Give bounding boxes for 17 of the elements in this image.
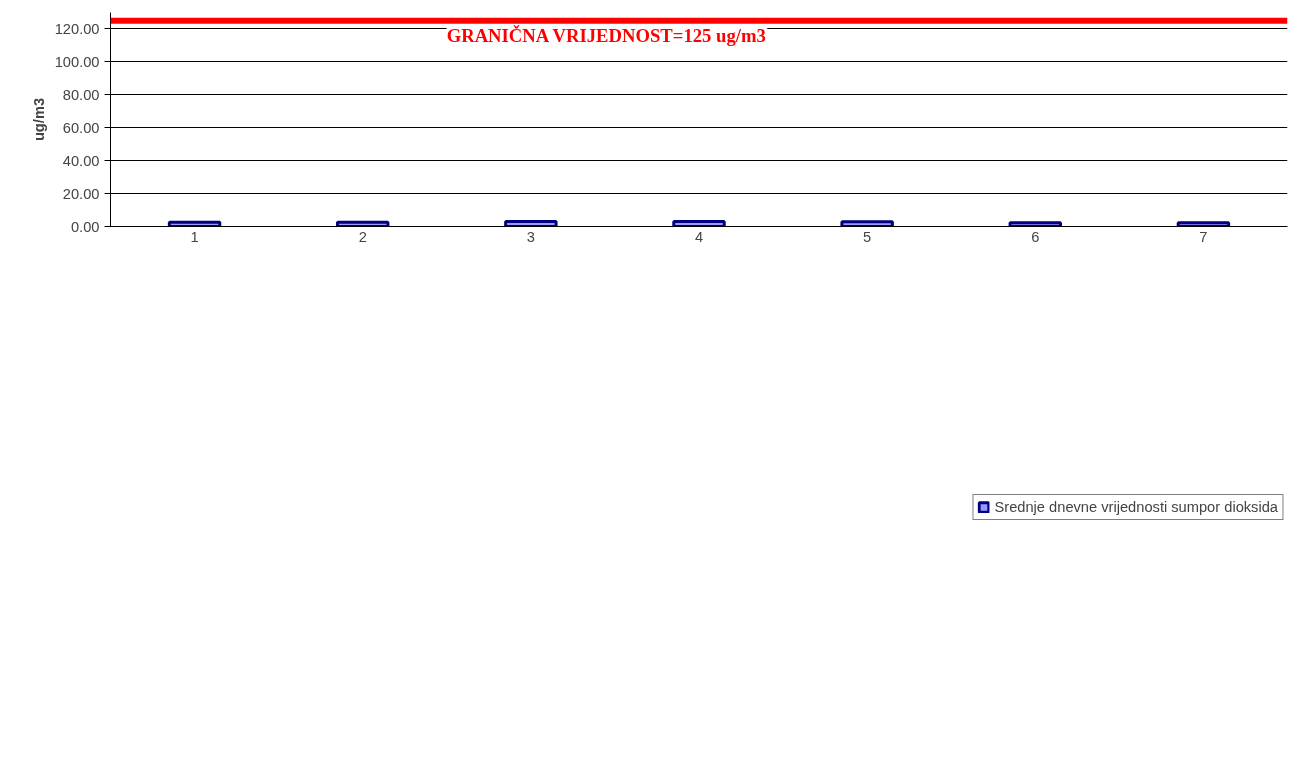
- x-tick-label: 6: [1031, 228, 1040, 245]
- ref-line-label: GRANIČNA VRIJEDNOST=125 ug/m3: [446, 24, 766, 46]
- y-tick-label: 100.00: [54, 53, 100, 70]
- x-tick-label: 5: [863, 228, 872, 245]
- y-tick-label: 60.00: [62, 119, 100, 136]
- x-tick-label: 4: [694, 228, 704, 245]
- y-axis-title: ug/m3: [30, 97, 47, 142]
- y-tick-label: 120.00: [54, 20, 100, 37]
- x-tick-label: 7: [1199, 228, 1208, 245]
- y-tick-label: 20.00: [62, 185, 100, 202]
- x-tick-label: 1: [190, 228, 199, 245]
- x-tick-label: 3: [526, 228, 535, 245]
- y-tick-label: 80.00: [62, 86, 100, 103]
- x-tick-label: 2: [358, 228, 367, 245]
- legend-label: Srednje dnevne vrijednosti sumpor dioksida: [994, 499, 1278, 515]
- y-tick-label: 0.00: [70, 218, 100, 235]
- y-tick-label: 40.00: [62, 152, 100, 169]
